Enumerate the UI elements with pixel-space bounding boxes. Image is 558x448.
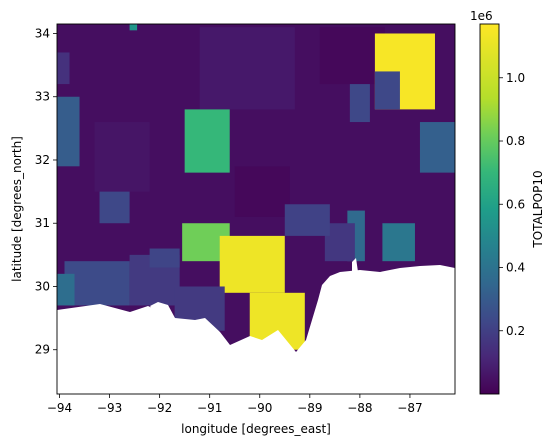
heatmap-region bbox=[349, 84, 370, 123]
x-tick-label: −90 bbox=[247, 401, 272, 415]
y-tick-label: 33 bbox=[35, 90, 50, 104]
y-tick-label: 34 bbox=[35, 26, 50, 40]
colorbar-tick-label: 0.8 bbox=[506, 134, 525, 148]
heatmap-region bbox=[94, 122, 150, 192]
heatmap-region bbox=[184, 109, 230, 173]
colorbar bbox=[479, 23, 500, 395]
colorbar-tick-label: 1.0 bbox=[506, 71, 525, 85]
heatmap-region bbox=[149, 248, 180, 268]
heatmap-region bbox=[319, 27, 385, 85]
x-axis-label: longitude [degrees_east] bbox=[181, 422, 331, 436]
heatmap-region bbox=[57, 52, 70, 85]
heatmap-region bbox=[57, 96, 80, 167]
y-tick-label: 30 bbox=[35, 279, 50, 293]
x-axis: −94 −93 −92 −91 −90 −89 −88 −87 bbox=[47, 394, 423, 415]
x-tick-label: −93 bbox=[97, 401, 122, 415]
heatmap-region bbox=[129, 24, 138, 31]
heatmap-region bbox=[99, 191, 130, 224]
heatmap-region bbox=[419, 122, 455, 173]
heatmap-region bbox=[382, 223, 415, 262]
y-tick-label: 31 bbox=[35, 216, 50, 230]
colorbar-offset-label: 1e6 bbox=[470, 9, 493, 23]
colorbar-tick-label: 0.4 bbox=[506, 261, 525, 275]
heatmap-region bbox=[374, 71, 400, 110]
x-tick-label: −92 bbox=[147, 401, 172, 415]
colorbar-tick-label: 0.6 bbox=[506, 197, 525, 211]
y-axis: 29 30 31 32 33 34 bbox=[35, 26, 57, 357]
y-axis-label: latitude [degrees_north] bbox=[10, 136, 24, 282]
gulf-water-mask bbox=[57, 265, 455, 394]
y-tick-label: 29 bbox=[35, 343, 50, 357]
colorbar-label: TOTALPOP10 bbox=[531, 170, 545, 248]
x-tick-label: −88 bbox=[347, 401, 372, 415]
colorbar-tick-label: 0.2 bbox=[506, 324, 525, 338]
heatmap-region bbox=[284, 204, 330, 236]
heatmap-region bbox=[219, 235, 285, 293]
bay-mask bbox=[352, 258, 358, 274]
x-tick-label: −87 bbox=[397, 401, 422, 415]
x-tick-label: −91 bbox=[197, 401, 222, 415]
heatmap-region bbox=[234, 166, 290, 217]
plot-frame bbox=[56, 23, 456, 395]
coastal-inlet-mask bbox=[150, 302, 175, 320]
x-tick-label: −94 bbox=[47, 401, 72, 415]
y-tick-label: 32 bbox=[35, 153, 50, 167]
x-tick-label: −89 bbox=[297, 401, 322, 415]
heatmap-region bbox=[64, 261, 130, 306]
map-plot-area bbox=[57, 24, 455, 394]
heatmap-region bbox=[57, 273, 75, 306]
heatmap-region bbox=[199, 27, 295, 110]
colorbar-ticks: 0.2 0.4 0.6 0.8 1.0 bbox=[499, 71, 525, 338]
